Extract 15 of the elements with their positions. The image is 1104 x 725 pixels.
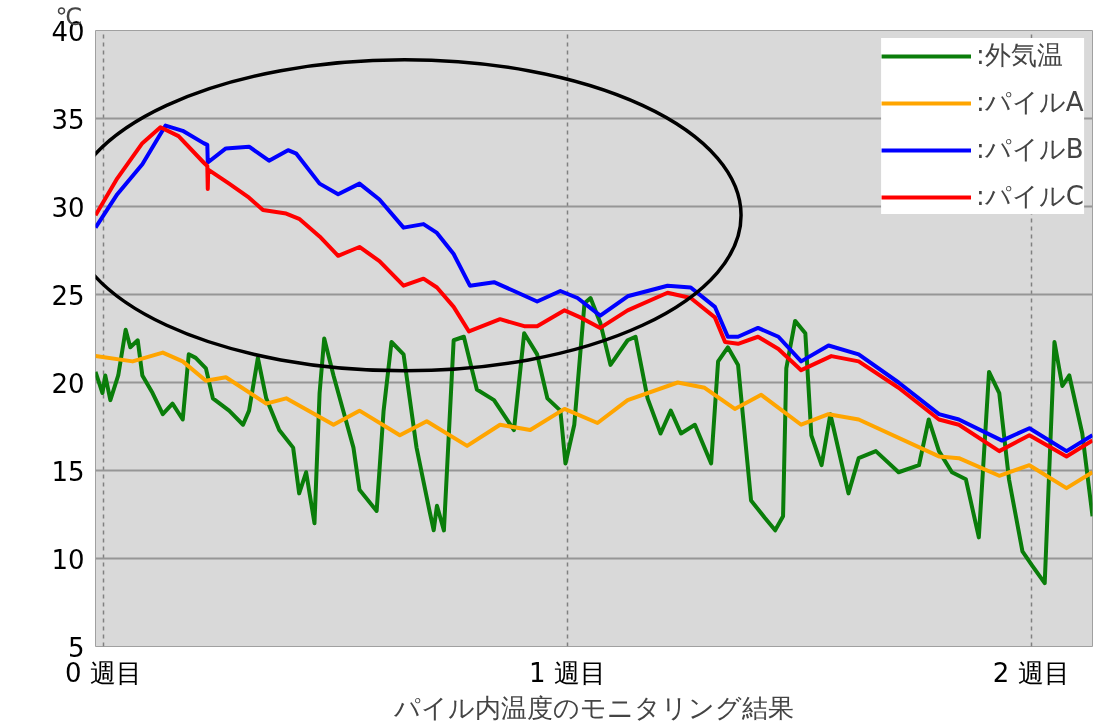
x-tick-label: 2 週目 [992,657,1070,688]
legend-label: :パイルB [976,133,1084,166]
y-tick-label: 10 [51,544,85,575]
y-tick-label: 30 [51,192,85,223]
legend-label: :パイルA [976,86,1084,119]
y-tick-label: 20 [51,368,85,399]
x-tick-label: 1 週目 [528,657,606,688]
y-tick-label: 25 [51,280,85,311]
y-tick-label: 15 [51,456,85,487]
y-tick-label: 35 [51,104,85,135]
line-series [95,350,1093,491]
x-axis-title: パイル内温度のモニタリング結果 [393,692,794,723]
line-series [95,296,1093,586]
legend-label: :パイルC [976,180,1084,213]
legend-label: :外気温 [976,39,1063,72]
